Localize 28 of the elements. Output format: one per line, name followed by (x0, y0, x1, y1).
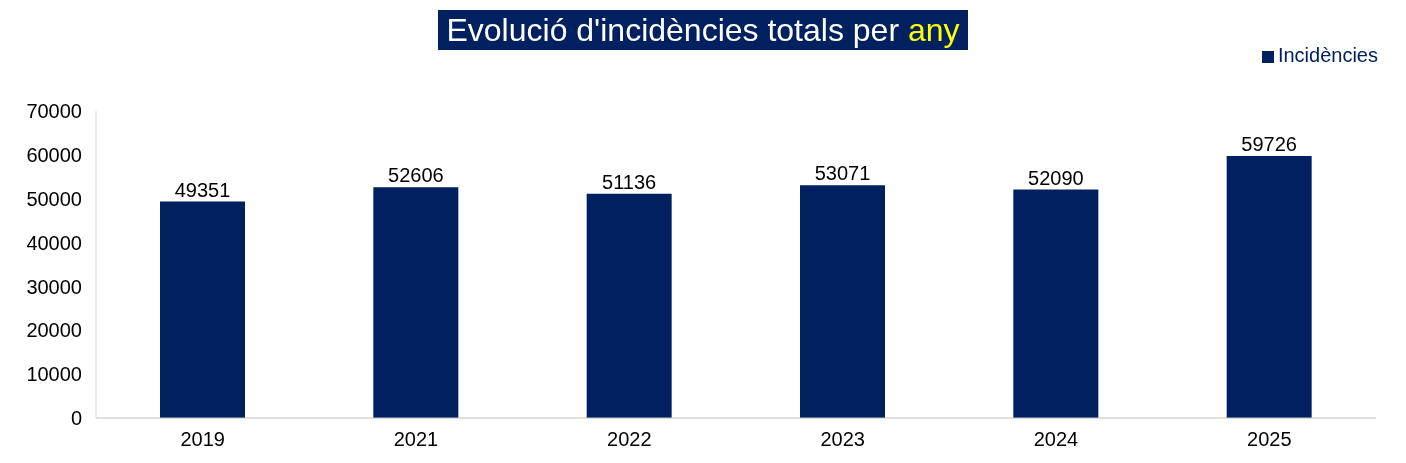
data-label: 59726 (1241, 133, 1297, 156)
y-tick-label: 70000 (26, 100, 82, 123)
y-tick-label: 0 (70, 407, 82, 430)
chart-title: Evolució d'incidències totals per any (446, 12, 960, 48)
y-tick-label: 60000 (26, 143, 82, 166)
data-label: 49351 (174, 178, 231, 201)
y-tick-label: 10000 (26, 363, 82, 386)
data-label: 52090 (1028, 166, 1084, 189)
x-tick-label: 2025 (1247, 428, 1292, 451)
data-label: 52606 (388, 164, 444, 187)
x-tick-label: 2023 (820, 428, 865, 451)
bar (373, 187, 459, 418)
bar (1013, 189, 1099, 418)
y-tick-label: 40000 (26, 231, 82, 254)
x-tick-label: 2019 (180, 428, 225, 451)
y-tick-label: 30000 (26, 275, 82, 298)
x-tick-label: 2024 (1033, 428, 1079, 451)
data-label: 53071 (814, 162, 871, 185)
x-tick-label: 2021 (393, 428, 439, 451)
bar (160, 201, 245, 418)
data-label: 51136 (602, 170, 657, 193)
bar (800, 185, 885, 418)
y-tick-label: 50000 (26, 187, 82, 210)
y-tick-label: 20000 (26, 319, 82, 342)
x-tick-label: 2022 (607, 428, 652, 451)
bar (586, 193, 672, 418)
bar (1226, 156, 1312, 418)
legend-label: Incidències (1277, 44, 1378, 66)
